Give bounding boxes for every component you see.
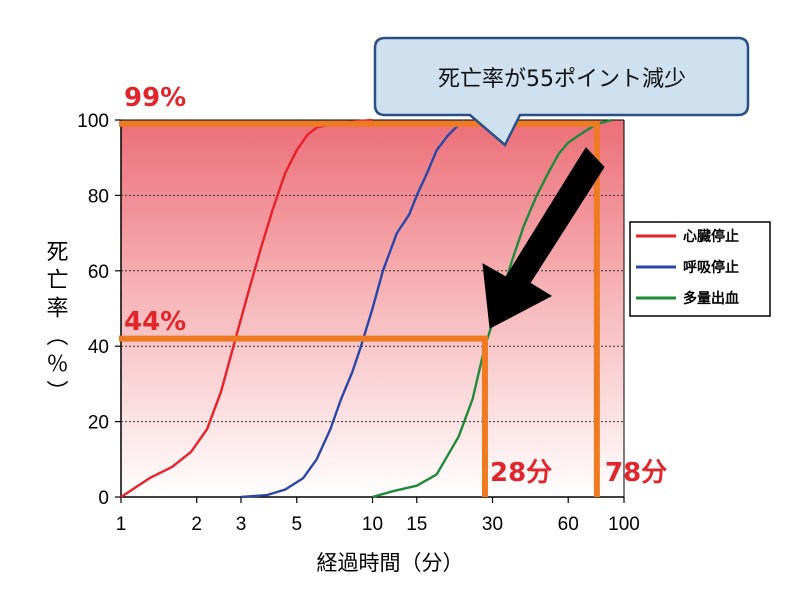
x-axis-label: 経過時間（分） <box>317 551 464 575</box>
y-tick-label: 60 <box>88 262 109 283</box>
legend-label-breath: 呼吸停止 <box>683 259 739 276</box>
x-tick-label: 30 <box>482 514 503 535</box>
y-tick-label: 40 <box>88 337 109 358</box>
x-tick-label: 60 <box>558 514 579 535</box>
series-line-2 <box>240 119 465 499</box>
legend-label-bleeding: 多量出血 <box>683 290 739 307</box>
annotation-time-2: 78分 <box>605 458 667 488</box>
annotation-top-value: 99% <box>124 83 186 113</box>
x-tick-label: 3 <box>236 514 247 535</box>
x-tick-label: 15 <box>406 514 427 535</box>
annotation-mid-value: 44% <box>124 307 186 337</box>
y-tick-label: 80 <box>88 186 109 207</box>
annotation-time-1: 28分 <box>490 458 552 488</box>
x-tick-labels: 1 2 3 5 10 15 30 60 100 <box>116 514 640 535</box>
x-tick-label: 2 <box>191 514 202 535</box>
callout-bubble: 死亡率が55ポイント減少 <box>373 36 750 147</box>
x-tick-label: 1 <box>116 514 127 535</box>
y-axis-label: 死亡率（％） <box>43 240 69 408</box>
series-line-3 <box>372 118 613 499</box>
x-tick-label: 5 <box>292 514 303 535</box>
callout-text: 死亡率が55ポイント減少 <box>438 67 686 92</box>
y-tick-label: 0 <box>98 488 109 509</box>
legend: 心臓停止 呼吸停止 多量出血 <box>629 221 771 317</box>
y-tick-labels: 0 20 40 60 80 100 <box>77 111 109 509</box>
legend-label-heart: 心臓停止 <box>683 228 739 245</box>
x-tick-label: 100 <box>608 514 640 535</box>
y-tick-label: 20 <box>88 413 109 434</box>
highlight-lines <box>119 120 600 497</box>
down-arrow-icon <box>482 147 605 329</box>
x-tick-label: 10 <box>362 514 383 535</box>
y-tick-label: 100 <box>77 111 109 132</box>
